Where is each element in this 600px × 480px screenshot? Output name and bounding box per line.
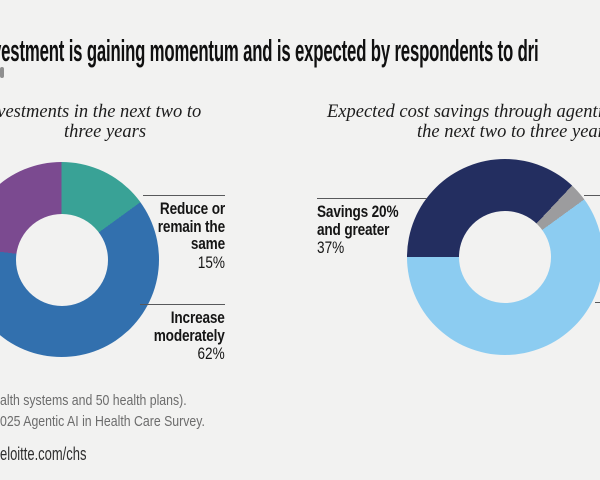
callout-savings-value: 37%	[317, 238, 345, 257]
callout-increase-label-line1: Increase	[171, 308, 225, 327]
left-chart-subtitle-line1: nvestments in the next two to	[0, 102, 202, 122]
callout-increase-value: 62%	[197, 344, 225, 363]
callout-increase-label-line2: moderately	[154, 325, 225, 345]
callout-savings-label-line1: Savings 20%	[317, 202, 399, 221]
callout-line-savings	[317, 198, 427, 199]
callout-increase: Increase moderately 62%	[154, 309, 225, 363]
callout-line-fragment-top	[584, 195, 600, 196]
callout-reduce-label-line1: Reduce or	[159, 199, 225, 218]
right-chart-subtitle-line2: the next two to three years	[417, 122, 600, 142]
callout-reduce-value: 15%	[197, 252, 225, 272]
footnote-line-1: alth systems and 50 health plans).	[0, 392, 187, 409]
callout-line-increase	[140, 304, 225, 305]
left-donut-chart	[0, 162, 159, 357]
footer-link: eloitte.com/chs	[0, 444, 87, 464]
callout-reduce: Reduce or remain the same 15%	[158, 200, 225, 271]
page-title: vestment is gaining momentum and is expe…	[0, 33, 539, 68]
callout-reduce-label-line3: same	[190, 234, 225, 253]
callout-line-fragment-bottom	[595, 302, 600, 303]
footnote-line-2: 025 Agentic AI in Health Care Survey.	[0, 413, 205, 430]
cropped-text-fragment	[0, 67, 4, 78]
callout-reduce-label-line2: remain the	[157, 216, 225, 236]
callout-savings-label-line2: and greater	[317, 219, 390, 239]
right-donut-chart	[407, 159, 600, 355]
right-chart-subtitle-line1: Expected cost savings through agentic A	[327, 102, 600, 122]
callout-line-reduce	[143, 195, 225, 196]
left-chart-subtitle-line2: three years	[64, 122, 147, 142]
callout-savings: Savings 20% and greater 37%	[317, 202, 399, 257]
